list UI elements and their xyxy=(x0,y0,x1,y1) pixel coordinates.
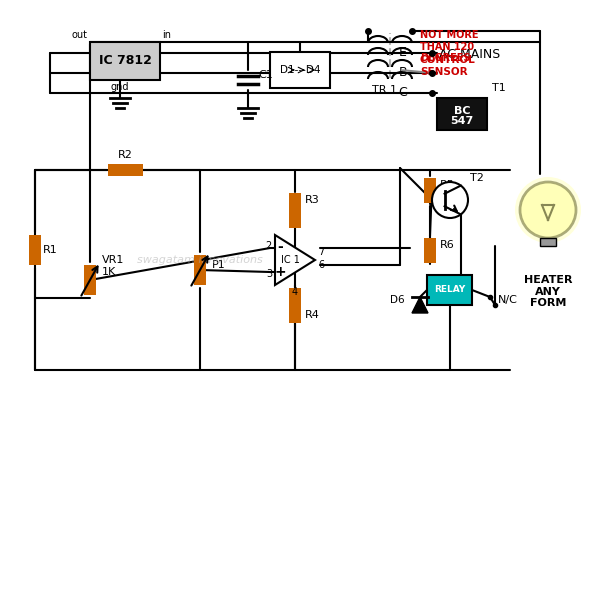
Text: +: + xyxy=(274,265,286,280)
Text: TR 1: TR 1 xyxy=(373,85,398,95)
Bar xyxy=(289,287,301,323)
Polygon shape xyxy=(275,235,315,285)
Text: 2: 2 xyxy=(266,241,272,251)
Text: T1: T1 xyxy=(492,83,506,93)
Bar xyxy=(29,235,41,265)
Text: 4: 4 xyxy=(292,287,298,297)
Text: P1: P1 xyxy=(212,260,226,270)
Text: R6: R6 xyxy=(440,240,455,250)
Text: D1---D4: D1---D4 xyxy=(280,65,320,75)
Text: 7: 7 xyxy=(318,247,324,257)
Text: IC 1: IC 1 xyxy=(281,255,299,265)
Text: R1: R1 xyxy=(43,245,58,255)
Text: C1: C1 xyxy=(258,70,273,80)
Text: out: out xyxy=(72,30,88,40)
Text: B: B xyxy=(398,67,407,79)
Bar xyxy=(424,238,436,263)
Text: 1K: 1K xyxy=(102,267,116,277)
Text: 3: 3 xyxy=(266,269,272,279)
Bar xyxy=(84,265,96,295)
Text: N/C: N/C xyxy=(498,295,518,305)
Circle shape xyxy=(515,177,581,243)
Text: swagatam innovations: swagatam innovations xyxy=(137,255,263,265)
Text: -: - xyxy=(277,241,283,254)
Text: RELAY: RELAY xyxy=(434,286,465,295)
Text: D6: D6 xyxy=(391,295,405,305)
Polygon shape xyxy=(412,297,428,313)
Text: R5: R5 xyxy=(440,180,455,190)
Text: AC MAINS: AC MAINS xyxy=(439,49,500,61)
Text: BC: BC xyxy=(454,106,470,116)
Bar xyxy=(540,238,556,246)
Text: C: C xyxy=(398,86,407,100)
Bar xyxy=(270,52,330,88)
Bar xyxy=(427,275,472,305)
Text: NOT MORE
THAN 120
DEGREES: NOT MORE THAN 120 DEGREES xyxy=(420,30,479,63)
Bar xyxy=(107,164,143,176)
Text: in: in xyxy=(162,30,171,40)
Bar xyxy=(424,178,436,202)
Bar xyxy=(289,193,301,227)
Text: gnd: gnd xyxy=(111,82,129,92)
Circle shape xyxy=(432,182,468,218)
Text: E: E xyxy=(399,46,407,59)
Bar xyxy=(194,255,206,285)
Text: R3: R3 xyxy=(305,195,320,205)
Text: 547: 547 xyxy=(451,116,473,126)
FancyBboxPatch shape xyxy=(90,42,160,80)
Text: 6: 6 xyxy=(318,260,324,270)
Text: CONTROL
SENSOR: CONTROL SENSOR xyxy=(420,55,476,77)
Text: VR1: VR1 xyxy=(102,255,124,265)
Text: R4: R4 xyxy=(305,310,320,320)
Bar xyxy=(437,98,487,130)
Text: HEATER
ANY
FORM: HEATER ANY FORM xyxy=(524,275,572,308)
Text: IC 7812: IC 7812 xyxy=(98,55,151,67)
Text: T2: T2 xyxy=(470,173,484,183)
Text: R2: R2 xyxy=(118,150,133,160)
Circle shape xyxy=(520,182,576,238)
